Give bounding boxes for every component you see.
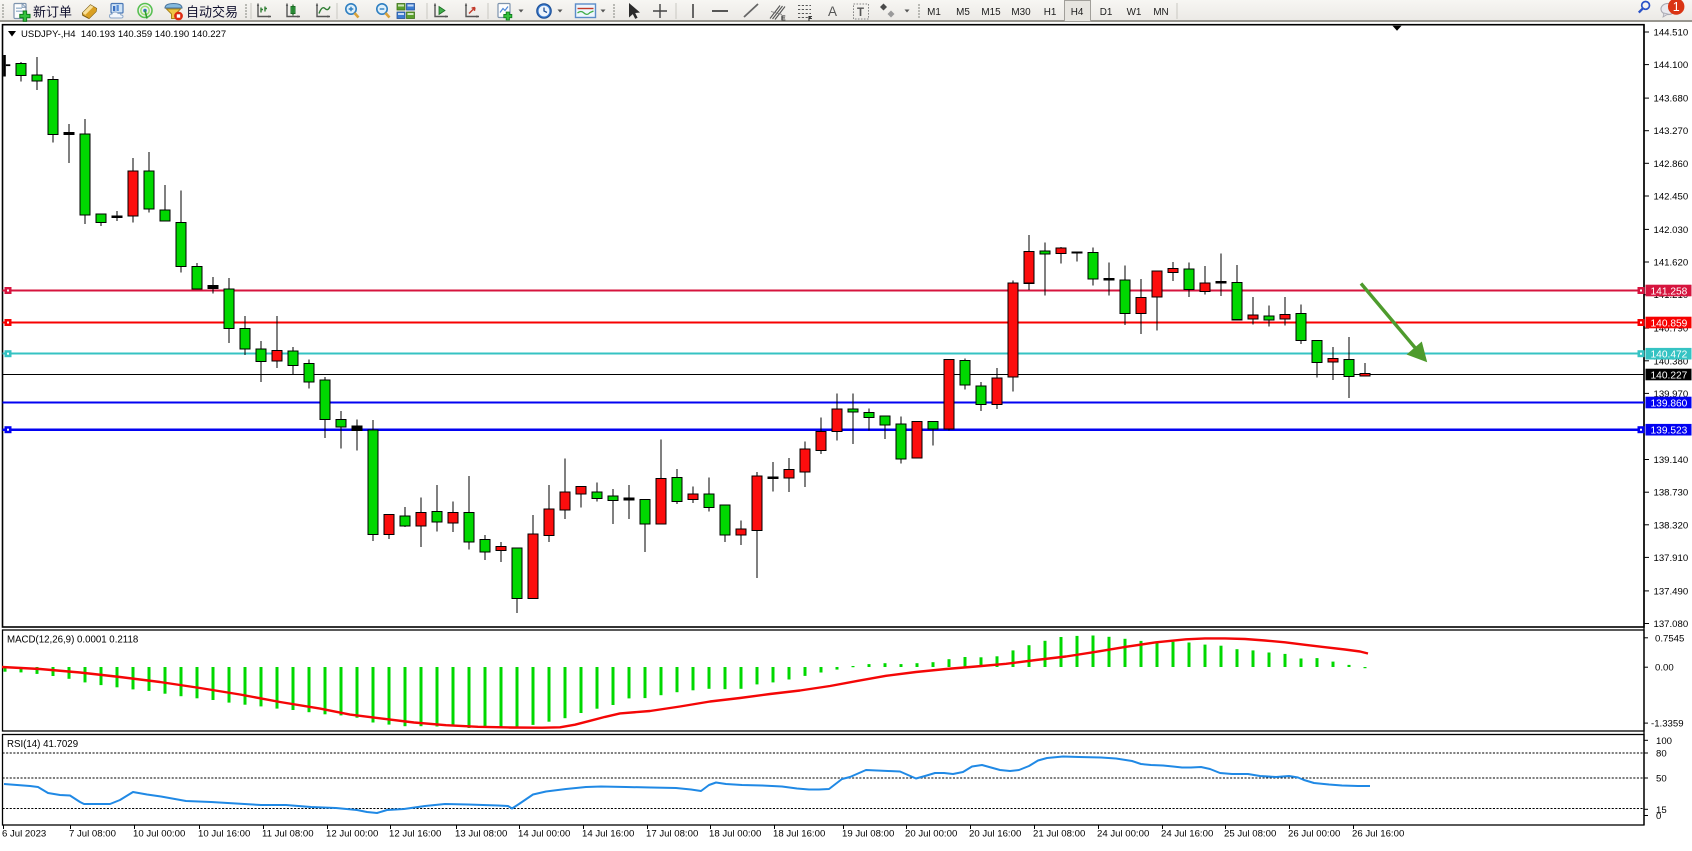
svg-text:143.680: 143.680 (1654, 94, 1689, 105)
svg-text:144.510: 144.510 (1654, 28, 1689, 39)
svg-text:137.490: 137.490 (1654, 586, 1689, 597)
svg-text:6 Jul 2023: 6 Jul 2023 (2, 829, 46, 840)
svg-text:H1: H1 (1044, 7, 1057, 18)
svg-text:137.910: 137.910 (1654, 553, 1689, 564)
svg-text:139.860: 139.860 (1651, 398, 1688, 409)
svg-text:139.970: 139.970 (1654, 389, 1689, 400)
svg-text:MN: MN (1153, 7, 1168, 18)
svg-text:10 Jul 00:00: 10 Jul 00:00 (133, 829, 185, 840)
svg-text:100: 100 (1656, 736, 1672, 747)
svg-text:13 Jul 08:00: 13 Jul 08:00 (455, 829, 507, 840)
svg-text:26 Jul 00:00: 26 Jul 00:00 (1288, 829, 1340, 840)
svg-text:140.790: 140.790 (1654, 324, 1689, 335)
svg-text:18 Jul 16:00: 18 Jul 16:00 (773, 829, 825, 840)
svg-text:140.472: 140.472 (1651, 350, 1688, 361)
svg-text:141.258: 141.258 (1651, 286, 1688, 297)
svg-text:T: T (857, 7, 864, 19)
svg-text:14 Jul 16:00: 14 Jul 16:00 (582, 829, 634, 840)
svg-text:139.140: 139.140 (1654, 455, 1689, 466)
svg-text:19 Jul 08:00: 19 Jul 08:00 (842, 829, 894, 840)
svg-text:E: E (781, 16, 786, 23)
svg-text:142.450: 142.450 (1654, 192, 1689, 203)
svg-text:0.00: 0.00 (1655, 663, 1674, 674)
svg-text:15: 15 (1656, 805, 1667, 816)
svg-text:USDJPY-,H4 140.193 140.359 14: USDJPY-,H4 140.193 140.359 140.190 140.2… (21, 29, 226, 40)
svg-text:21 Jul 08:00: 21 Jul 08:00 (1033, 829, 1085, 840)
svg-text:1: 1 (1673, 0, 1680, 14)
svg-text:24 Jul 16:00: 24 Jul 16:00 (1161, 829, 1213, 840)
svg-text:M1: M1 (927, 7, 941, 18)
svg-text:-1.3359: -1.3359 (1651, 719, 1684, 730)
svg-text:H4: H4 (1071, 7, 1084, 18)
svg-text:14 Jul 00:00: 14 Jul 00:00 (518, 829, 570, 840)
svg-text:18 Jul 00:00: 18 Jul 00:00 (709, 829, 761, 840)
svg-text:0: 0 (1656, 811, 1661, 822)
svg-text:142.860: 142.860 (1654, 159, 1689, 170)
svg-text:自动交易: 自动交易 (186, 5, 238, 20)
svg-text:137.080: 137.080 (1654, 619, 1689, 630)
svg-text:20 Jul 16:00: 20 Jul 16:00 (969, 829, 1021, 840)
svg-text:140.859: 140.859 (1651, 318, 1688, 329)
svg-text:12 Jul 00:00: 12 Jul 00:00 (326, 829, 378, 840)
svg-text:MACD(12,26,9) 0.0001 0.2118: MACD(12,26,9) 0.0001 0.2118 (7, 635, 138, 646)
svg-text:7 Jul 08:00: 7 Jul 08:00 (69, 829, 116, 840)
svg-text:141.620: 141.620 (1654, 258, 1689, 269)
svg-text:143.270: 143.270 (1654, 126, 1689, 137)
svg-text:24 Jul 00:00: 24 Jul 00:00 (1097, 829, 1149, 840)
svg-text:20 Jul 00:00: 20 Jul 00:00 (905, 829, 957, 840)
svg-text:140.227: 140.227 (1651, 370, 1688, 381)
svg-text:25 Jul 08:00: 25 Jul 08:00 (1224, 829, 1276, 840)
svg-text:26 Jul 16:00: 26 Jul 16:00 (1352, 829, 1404, 840)
svg-text:140.380: 140.380 (1654, 356, 1689, 367)
svg-text:11 Jul 08:00: 11 Jul 08:00 (262, 829, 314, 840)
svg-text:0.7545: 0.7545 (1655, 633, 1684, 644)
svg-text:17 Jul 08:00: 17 Jul 08:00 (646, 829, 698, 840)
svg-text:M5: M5 (956, 7, 970, 18)
svg-text:新订单: 新订单 (33, 5, 72, 20)
svg-text:138.320: 138.320 (1654, 520, 1689, 531)
svg-text:12 Jul 16:00: 12 Jul 16:00 (389, 829, 441, 840)
svg-text:W1: W1 (1127, 7, 1142, 18)
svg-text:D1: D1 (1100, 7, 1113, 18)
svg-text:50: 50 (1656, 774, 1667, 785)
svg-text:142.030: 142.030 (1654, 225, 1689, 236)
svg-text:RSI(14) 41.7029: RSI(14) 41.7029 (7, 739, 78, 750)
svg-text:F: F (808, 16, 813, 22)
svg-text:M30: M30 (1011, 7, 1031, 18)
svg-text:80: 80 (1656, 749, 1667, 760)
svg-text:139.523: 139.523 (1651, 426, 1688, 437)
svg-text:M15: M15 (981, 7, 1001, 18)
svg-text:138.730: 138.730 (1654, 488, 1689, 499)
svg-text:A: A (828, 4, 837, 19)
svg-text:144.100: 144.100 (1654, 60, 1689, 71)
svg-text:10 Jul 16:00: 10 Jul 16:00 (198, 829, 250, 840)
